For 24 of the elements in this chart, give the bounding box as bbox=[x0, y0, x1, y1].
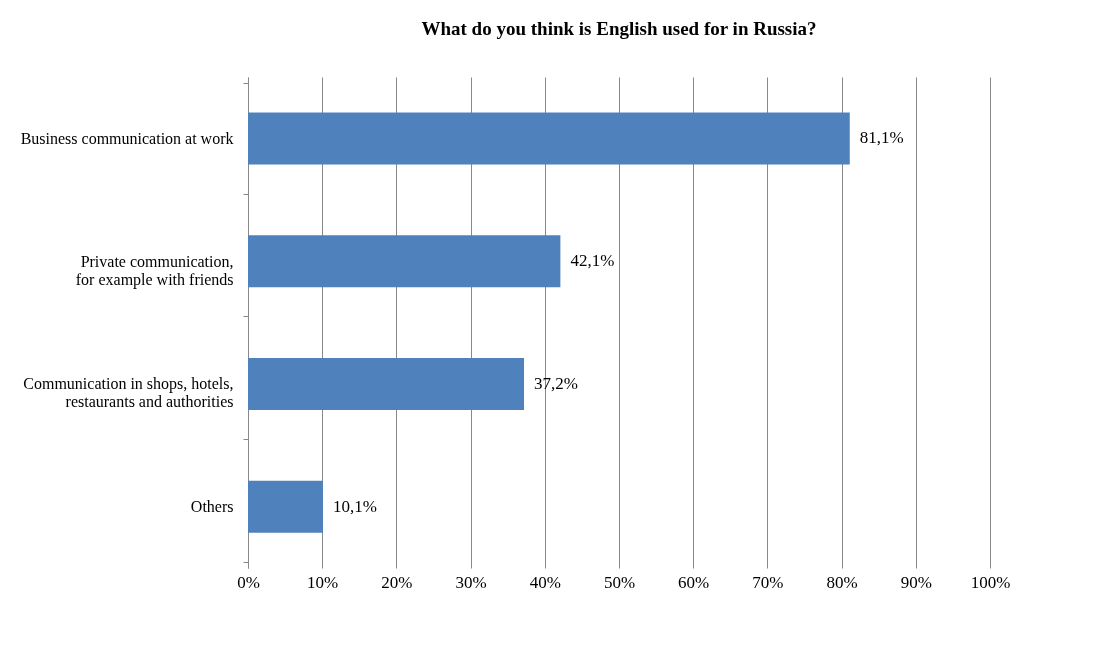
y-tick-label: Communication in shops, hotels, restaurants and authorities bbox=[23, 375, 234, 411]
x-tick-label: 40% bbox=[529, 572, 561, 592]
x-tick-label: 80% bbox=[826, 572, 858, 592]
bar bbox=[248, 235, 561, 288]
data-label: 81,1% bbox=[859, 128, 904, 148]
x-tick-label: 10% bbox=[307, 572, 339, 592]
bar bbox=[248, 480, 323, 533]
data-label: 10,1% bbox=[332, 496, 377, 516]
bar bbox=[248, 112, 850, 165]
bar bbox=[248, 357, 525, 410]
y-tick-label: Others bbox=[190, 498, 234, 516]
x-tick-label: 20% bbox=[381, 572, 413, 592]
x-tick-label: 100% bbox=[970, 572, 1011, 592]
x-tick-label: 50% bbox=[603, 572, 636, 592]
x-tick-label: 90% bbox=[900, 572, 932, 592]
data-label: 37,2% bbox=[534, 373, 578, 393]
x-tick-label: 70% bbox=[752, 572, 784, 592]
y-tick-label: Business communication at work bbox=[20, 129, 234, 147]
x-tick-label: 60% bbox=[678, 572, 710, 592]
x-tick-label: 0% bbox=[237, 572, 260, 592]
chart-title: What do you think is English used for in Russia? bbox=[421, 18, 817, 39]
data-label: 42,1% bbox=[570, 251, 615, 271]
x-tick-label: 30% bbox=[455, 572, 487, 592]
y-tick-label: Private communication, for example with friends bbox=[75, 252, 234, 289]
